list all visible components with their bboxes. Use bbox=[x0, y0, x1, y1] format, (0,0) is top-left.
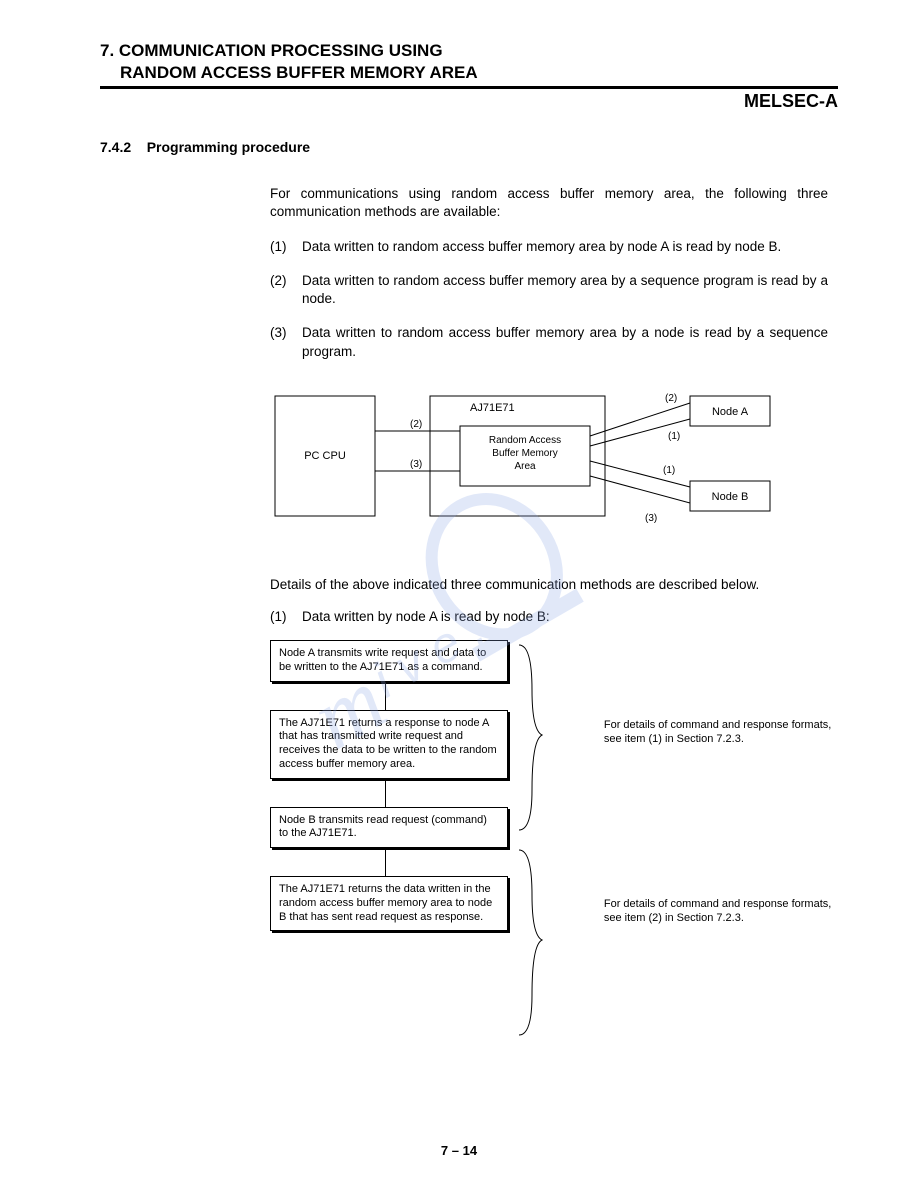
node-a-label: Node A bbox=[712, 406, 749, 418]
list-text-1: Data written to random access buffer mem… bbox=[302, 238, 828, 256]
flow-note-2: For details of command and response form… bbox=[604, 897, 838, 926]
pc-cpu-label: PC CPU bbox=[304, 450, 346, 462]
flow-title-text: Data written by node A is read by node B… bbox=[302, 608, 828, 626]
rab-line3: Area bbox=[514, 461, 536, 472]
chapter-title-1: 7. COMMUNICATION PROCESSING USING bbox=[100, 40, 724, 62]
flow-title-num: (1) bbox=[270, 608, 302, 626]
label-1b: (1) bbox=[663, 465, 675, 476]
list-item-1: (1) Data written to random access buffer… bbox=[270, 238, 828, 256]
rab-line1: Random Access bbox=[489, 435, 561, 446]
section-title: Programming procedure bbox=[147, 139, 310, 155]
list-text-3: Data written to random access buffer mem… bbox=[302, 324, 828, 360]
aj71-label: AJ71E71 bbox=[470, 402, 515, 414]
flow-box-4: The AJ71E71 returns the data written in … bbox=[270, 876, 508, 931]
chapter-title-2: RANDOM ACCESS BUFFER MEMORY AREA bbox=[100, 62, 724, 84]
flow-box-1: Node A transmits write request and data … bbox=[270, 640, 508, 682]
label-2b: (2) bbox=[665, 393, 677, 404]
brace-svg bbox=[514, 640, 544, 1060]
list-num-2: (2) bbox=[270, 272, 302, 308]
details-paragraph: Details of the above indicated three com… bbox=[270, 576, 828, 594]
block-diagram: PC CPU AJ71E71 Random Access Buffer Memo… bbox=[270, 391, 838, 556]
diagram-svg: PC CPU AJ71E71 Random Access Buffer Memo… bbox=[270, 391, 780, 551]
intro-paragraph: For communications using random access b… bbox=[270, 185, 828, 221]
list-text-2: Data written to random access buffer mem… bbox=[302, 272, 828, 308]
flow-connector-2 bbox=[385, 779, 386, 807]
node-b-label: Node B bbox=[712, 491, 749, 503]
list-item-2: (2) Data written to random access buffer… bbox=[270, 272, 828, 308]
label-1a: (1) bbox=[668, 431, 680, 442]
flowchart: Node A transmits write request and data … bbox=[270, 640, 838, 1065]
label-3a: (3) bbox=[410, 459, 422, 470]
list-item-3: (3) Data written to random access buffer… bbox=[270, 324, 828, 360]
section-heading: 7.4.2 Programming procedure bbox=[100, 139, 838, 155]
rab-line2: Buffer Memory bbox=[492, 448, 557, 459]
label-2a: (2) bbox=[410, 419, 422, 430]
brand-label: MELSEC-A bbox=[724, 91, 838, 112]
flow-connector-3 bbox=[385, 848, 386, 876]
flow-title-row: (1) Data written by node A is read by no… bbox=[270, 608, 828, 626]
page-number: 7 – 14 bbox=[0, 1143, 918, 1158]
flow-note-1: For details of command and response form… bbox=[604, 718, 838, 747]
flow-box-3: Node B transmits read request (command) … bbox=[270, 807, 508, 849]
list-num-1: (1) bbox=[270, 238, 302, 256]
page-header: 7. COMMUNICATION PROCESSING USING RANDOM… bbox=[100, 40, 838, 89]
label-3b: (3) bbox=[645, 513, 657, 524]
flow-box-2: The AJ71E71 returns a response to node A… bbox=[270, 710, 508, 779]
flow-connector-1 bbox=[385, 682, 386, 710]
list-num-3: (3) bbox=[270, 324, 302, 360]
section-number: 7.4.2 bbox=[100, 139, 131, 155]
